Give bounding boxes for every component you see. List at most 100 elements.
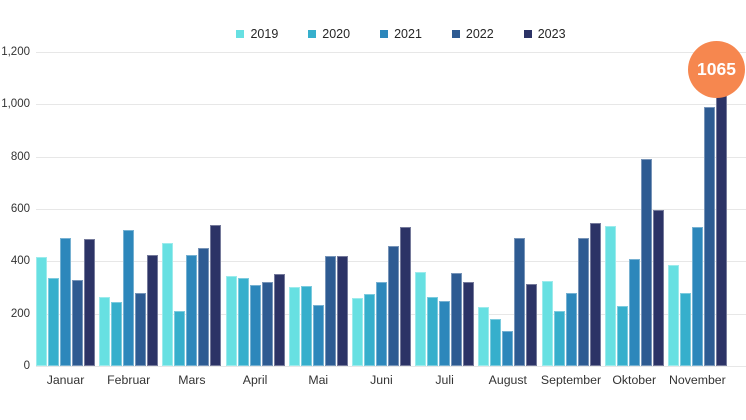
y-tick-label: 800	[10, 150, 30, 163]
bar-2022-januar	[72, 280, 83, 366]
gridline-1-200	[36, 52, 746, 53]
bar-2023-mars	[210, 225, 222, 366]
legend-item-2021: 2021	[380, 27, 422, 41]
bar-2019-august	[478, 307, 490, 366]
bar-2023-november	[715, 87, 727, 366]
bar-group-mars	[162, 52, 222, 366]
x-tick-label-november: November	[669, 373, 726, 387]
plot-area	[36, 52, 727, 366]
x-tick-label-juni: Juni	[370, 373, 393, 387]
bar-2023-januar	[84, 239, 95, 366]
bar-group-september	[541, 52, 601, 366]
x-tick-label-oktober: Oktober	[612, 373, 657, 387]
legend-item-2019: 2019	[236, 27, 278, 41]
bar-2020-august	[490, 319, 502, 366]
bar-2021-mai	[312, 305, 324, 366]
x-axis: Januar Februar Mars April Mai Juni Juli August S…	[36, 373, 727, 387]
bar-2022-april	[261, 282, 273, 366]
legend-label: 2021	[394, 27, 422, 41]
bar-2019-juni	[351, 298, 363, 366]
legend-item-2022: 2022	[451, 27, 494, 41]
x-tick-label-mai: Mai	[308, 373, 329, 387]
bar-2020-februar	[111, 302, 123, 366]
bar-2019-mai	[288, 287, 300, 366]
legend-swatch-icon	[308, 30, 317, 38]
bar-2020-juni	[363, 294, 375, 366]
bar-2019-januar	[36, 257, 47, 366]
y-tick-label: 400	[10, 255, 30, 268]
bar-2021-november	[691, 227, 703, 366]
legend-label: 2020	[322, 27, 351, 41]
bar-2021-april	[249, 285, 261, 366]
bar-2020-oktober	[616, 306, 628, 366]
x-tick-label-august: August	[488, 373, 527, 387]
bar-2019-september	[541, 281, 553, 366]
bar-2019-oktober	[604, 226, 616, 366]
bar-2022-september	[577, 238, 589, 366]
bar-2020-juli	[427, 297, 439, 366]
y-tick-label: 600	[10, 203, 30, 215]
bar-2019-mars	[162, 243, 174, 366]
bar-2019-november	[667, 265, 679, 366]
chart-legend: 2019 2020 2021 2022 2023	[56, 27, 746, 41]
gridline-1-000	[36, 104, 746, 106]
legend-label: 2023	[537, 27, 566, 41]
legend-swatch-icon	[380, 30, 389, 38]
bar-2020-september	[553, 311, 565, 366]
x-tick-label-januar: Januar	[46, 373, 85, 387]
bar-group-oktober	[604, 52, 664, 366]
x-tick-label-september: September	[540, 373, 602, 387]
bar-2023-oktober	[652, 210, 664, 366]
bar-2022-februar	[135, 293, 147, 366]
gridline-800	[36, 156, 746, 158]
bar-2021-august	[502, 331, 514, 366]
legend-label: 2019	[250, 27, 279, 41]
x-tick-label-juli: Juli	[435, 373, 454, 387]
bar-2022-juni	[387, 246, 399, 366]
legend-label: 2022	[465, 27, 494, 41]
bar-group-juli	[415, 52, 475, 366]
bar-2020-januar	[48, 278, 59, 366]
bar-2022-juli	[451, 273, 463, 366]
bar-2023-september	[589, 223, 601, 366]
bar-group-juni	[351, 52, 411, 366]
bar-2020-april	[237, 278, 249, 366]
bar-group-januar	[36, 52, 95, 366]
y-tick-label: 1,000	[1, 98, 30, 111]
bar-2019-april	[225, 276, 237, 366]
bar-group-april	[225, 52, 285, 366]
bar-group-februar	[99, 52, 159, 366]
y-tick-label: 1,200	[1, 46, 30, 58]
y-tick-label: 0	[23, 360, 30, 372]
legend-item-2023: 2023	[523, 27, 566, 41]
bar-2022-mai	[324, 256, 336, 366]
bar-2023-august	[526, 284, 538, 366]
bar-2021-oktober	[628, 259, 640, 366]
bar-2020-november	[679, 293, 691, 366]
callout-badge: 1065	[688, 41, 745, 98]
bar-2021-februar	[123, 230, 135, 366]
gridline-0	[36, 366, 746, 367]
bar-2022-mars	[198, 248, 210, 366]
bar-2022-oktober	[640, 159, 652, 366]
bar-2021-juli	[439, 301, 451, 366]
bar-group-mai	[288, 52, 348, 366]
bar-2023-juni	[399, 227, 411, 366]
gridline-600	[36, 209, 746, 210]
y-tick-label: 200	[10, 307, 30, 320]
bar-2021-september	[565, 293, 577, 366]
legend-item-2020: 2020	[308, 27, 350, 41]
bar-2020-mai	[300, 286, 312, 366]
bar-2022-november	[703, 107, 715, 366]
legend-swatch-icon	[236, 30, 245, 38]
bar-2022-august	[514, 238, 526, 366]
bar-2023-mai	[336, 256, 348, 366]
bar-group-august	[478, 52, 538, 366]
bar-2020-mars	[174, 311, 186, 366]
bar-2019-februar	[99, 297, 111, 366]
bar-2021-januar	[60, 238, 71, 366]
bar-2019-juli	[415, 272, 427, 366]
bar-2021-mars	[186, 255, 198, 366]
x-tick-label-februar: Februar	[107, 373, 151, 387]
